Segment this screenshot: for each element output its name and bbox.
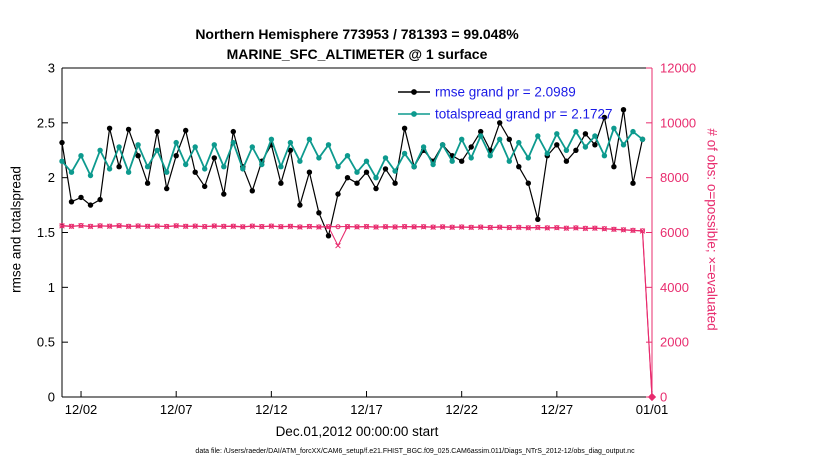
y-tick-label-right: 2000 [660, 335, 689, 350]
zero-obs-marker [648, 393, 656, 401]
legend-label: rmse grand pr = 2.0989 [435, 85, 576, 100]
y-tick-label-right: 10000 [660, 115, 696, 130]
y-tick-label-right: 0 [660, 390, 667, 405]
y-tick-label-left: 1 [48, 280, 55, 295]
chart-title: Northern Hemisphere 773953 / 781393 = 99… [195, 26, 519, 42]
y-axis-label-right: # of obs: o=possible; ×=evaluated [704, 128, 720, 331]
legend-entry-totalspread: totalspread grand pr = 2.1727 [398, 107, 613, 122]
y-tick-label-right: 4000 [660, 280, 689, 295]
x-axis-label: Dec.01,2012 00:00:00 start [275, 424, 439, 439]
totalspread-series [59, 125, 646, 181]
legend-entry-rmse: rmse grand pr = 2.0989 [398, 85, 576, 100]
x-tick-label: 12/27 [541, 402, 574, 417]
y-tick-label-left: 2.5 [37, 115, 55, 130]
y-tick-label-right: 12000 [660, 61, 696, 76]
possible_obs-series [59, 223, 656, 401]
x-tick-label: 12/12 [255, 402, 288, 417]
data-file-path: data file: /Users/raeder/DAI/ATM_forcXX/… [195, 448, 635, 455]
x-tick-label: 12/02 [65, 402, 98, 417]
evaluated_obs-series [59, 222, 656, 401]
y-tick-label-left: 1.5 [37, 225, 55, 240]
y-tick-label-right: 8000 [660, 170, 689, 185]
y-tick-label-right: 6000 [660, 225, 689, 240]
x-tick-label: 01/01 [636, 402, 669, 417]
chart-subtitle: MARINE_SFC_ALTIMETER @ 1 surface [226, 46, 488, 62]
rmse-series [59, 107, 646, 239]
legend-label: totalspread grand pr = 2.1727 [435, 107, 613, 122]
x-tick-label: 12/17 [350, 402, 383, 417]
y-tick-label-left: 0 [48, 390, 55, 405]
y-tick-label-left: 2 [48, 170, 55, 185]
y-tick-label-left: 3 [48, 61, 55, 76]
x-tick-label: 12/22 [445, 402, 478, 417]
y-tick-label-left: 0.5 [37, 335, 55, 350]
x-tick-label: 12/07 [160, 402, 193, 417]
y-axis-label-left: rmse and totalspread [8, 166, 24, 293]
